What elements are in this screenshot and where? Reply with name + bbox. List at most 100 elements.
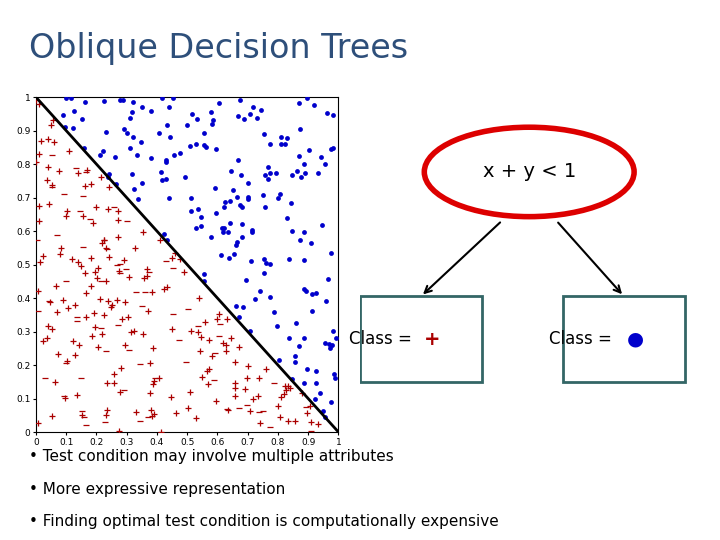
Point	[144, 388, 156, 397]
Point	[108, 379, 120, 387]
Point	[143, 307, 154, 315]
Point	[239, 385, 251, 394]
Point	[324, 344, 336, 353]
Point	[81, 313, 92, 321]
Point	[319, 339, 330, 347]
Point	[308, 101, 320, 110]
Point	[198, 129, 210, 137]
Point	[207, 115, 219, 124]
Point	[50, 377, 61, 386]
Point	[143, 413, 154, 421]
Point	[109, 153, 121, 161]
Point	[205, 233, 217, 242]
Point	[238, 114, 250, 123]
Point	[242, 179, 253, 188]
Point	[211, 315, 222, 323]
Point	[39, 374, 50, 383]
Point	[264, 422, 276, 431]
Point	[284, 384, 296, 393]
Point	[294, 235, 306, 244]
Point	[67, 124, 78, 133]
Point	[127, 108, 138, 117]
Point	[112, 216, 124, 225]
Point	[303, 146, 315, 154]
Point	[127, 133, 139, 141]
Point	[171, 409, 182, 418]
Point	[213, 309, 225, 318]
Point	[245, 326, 256, 335]
Text: Class =: Class =	[349, 330, 418, 348]
Point	[227, 186, 238, 194]
Point	[255, 105, 266, 114]
Point	[274, 413, 286, 421]
Point	[290, 319, 302, 328]
Point	[60, 276, 72, 285]
Point	[233, 342, 245, 351]
Point	[214, 320, 225, 328]
Point	[105, 303, 117, 312]
Point	[230, 241, 242, 249]
Point	[58, 111, 69, 120]
Point	[33, 99, 45, 108]
Point	[179, 173, 190, 181]
Point	[59, 123, 71, 131]
Point	[55, 244, 67, 253]
Point	[328, 370, 340, 379]
Point	[204, 335, 215, 344]
Point	[52, 231, 63, 240]
Point	[112, 296, 123, 305]
Point	[32, 287, 44, 295]
Point	[323, 274, 334, 283]
Point	[117, 96, 129, 104]
Point	[218, 224, 230, 233]
Point	[33, 202, 45, 211]
Point	[230, 383, 241, 392]
Point	[216, 224, 228, 233]
Point	[145, 406, 157, 414]
Point	[45, 121, 56, 130]
Text: Oblique Decision Trees: Oblique Decision Trees	[29, 32, 408, 65]
Point	[301, 364, 312, 373]
Point	[109, 370, 120, 379]
Point	[192, 327, 204, 336]
Point	[225, 167, 237, 176]
Point	[113, 426, 125, 435]
Point	[247, 395, 258, 403]
Point	[174, 148, 186, 157]
Point	[145, 154, 157, 163]
Point	[282, 213, 293, 222]
Point	[46, 181, 58, 190]
Point	[329, 374, 341, 382]
Point	[80, 421, 91, 429]
Point	[276, 140, 287, 149]
Point	[37, 337, 49, 346]
Point	[90, 202, 102, 211]
Point	[181, 403, 193, 412]
Point	[33, 150, 45, 158]
Point	[325, 398, 337, 407]
Point	[275, 393, 287, 401]
Point	[146, 287, 158, 296]
Point	[142, 272, 153, 280]
Point	[230, 302, 242, 310]
Point	[115, 363, 127, 372]
Point	[186, 110, 197, 118]
Point	[289, 416, 301, 425]
Point	[112, 260, 123, 269]
Point	[212, 99, 224, 107]
Point	[215, 251, 227, 260]
Point	[293, 151, 305, 160]
Point	[192, 205, 204, 213]
Point	[245, 407, 256, 415]
Point	[167, 264, 179, 272]
Point	[196, 222, 207, 231]
Point	[258, 407, 269, 416]
Point	[63, 304, 74, 313]
Point	[73, 341, 85, 349]
Point	[118, 256, 130, 265]
Point	[174, 255, 186, 264]
Point	[222, 406, 234, 414]
Point	[103, 183, 114, 191]
Point	[136, 103, 148, 112]
Point	[153, 129, 164, 138]
